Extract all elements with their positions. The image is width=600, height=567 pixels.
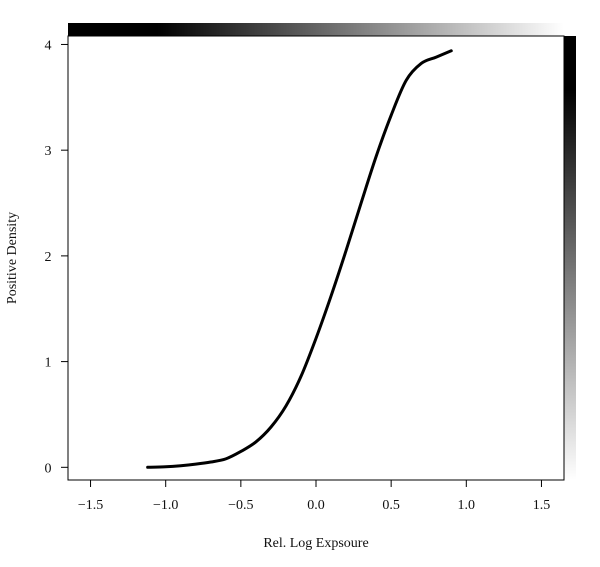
x-tick-label: −1.5 [78,498,103,513]
y-axis-title: Positive Density [5,212,20,304]
y-tick-label: 3 [45,144,52,159]
x-axis: −1.5 −1.0 −0.5 0.0 0.5 1.0 1.5 [78,480,550,513]
y-tick-label: 4 [45,38,52,53]
x-tick-label: −0.5 [228,498,253,513]
y-axis: 0 1 2 3 4 [45,38,68,476]
x-tick-label: 1.5 [533,498,551,513]
right-gradient-bar [564,36,576,480]
y-tick-label: 1 [45,356,52,371]
x-tick-label: −1.0 [153,498,178,513]
x-tick-label: 0.5 [382,498,400,513]
plot-frame [67,35,565,481]
top-gradient-bar [68,23,564,36]
series-layer [146,49,453,469]
x-tick-label: 1.0 [458,498,476,513]
y-tick-label: 2 [45,250,52,265]
x-tick-label: 0.0 [307,498,325,513]
density-curve [146,49,453,469]
y-tick-label: 0 [45,461,52,476]
x-axis-title: Rel. Log Expsoure [263,536,368,551]
